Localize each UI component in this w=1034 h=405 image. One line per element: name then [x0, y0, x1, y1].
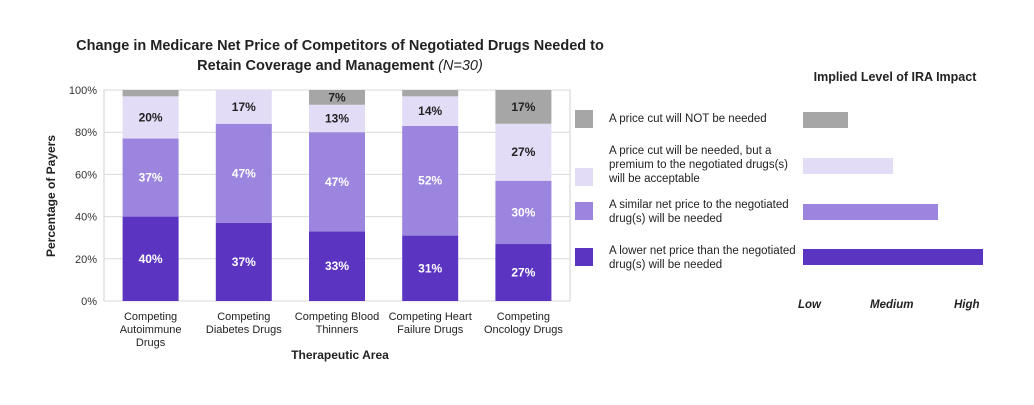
bar-segment: [215, 90, 272, 124]
data-label: 7%: [328, 90, 346, 104]
data-label: 52%: [418, 174, 442, 188]
data-label: 20%: [139, 110, 163, 124]
legend-swatch: [575, 202, 593, 220]
data-label: 33%: [325, 259, 349, 273]
impact-bar: [803, 204, 938, 220]
chart-title-text: Change in Medicare Net Price of Competit…: [76, 38, 604, 74]
impact-title: Implied Level of IRA Impact: [813, 70, 977, 84]
x-axis-label: Therapeutic Area: [291, 348, 389, 362]
y-tick-label: 20%: [75, 254, 97, 266]
data-label: 37%: [232, 255, 256, 269]
y-tick-label: 0%: [81, 296, 97, 308]
bar-segment: [402, 96, 459, 126]
impact-bar: [803, 249, 983, 265]
legend-label: A lower net price than the negotiated dr…: [609, 245, 796, 271]
legend-label: A similar net price to the negotiated dr…: [609, 199, 789, 225]
data-label: 47%: [325, 175, 349, 189]
bar-segment: [309, 231, 365, 301]
bar-segment: [402, 235, 459, 301]
data-label: 37%: [139, 171, 163, 185]
data-label: 27%: [511, 145, 535, 159]
data-label: 40%: [139, 252, 163, 266]
data-label: 14%: [418, 104, 442, 118]
impact-scale-low: Low: [798, 299, 821, 311]
data-label: 30%: [511, 205, 535, 219]
x-axis: Competing Autoimmune Drugs Competing Diabete…: [120, 311, 564, 349]
legend-swatch: [575, 168, 593, 186]
bar-segment: [495, 244, 552, 301]
legend-swatch: [575, 110, 593, 128]
impact-bar: [803, 112, 848, 128]
y-tick-label: 60%: [75, 169, 97, 181]
bar-segment: [215, 123, 272, 223]
bar-segment: [215, 222, 272, 301]
chart-title-note: (N=30): [438, 58, 483, 74]
impact-scale-medium: Medium: [870, 299, 914, 311]
y-axis: 0% 20% 40% 60% 80% 100%: [69, 85, 97, 308]
y-tick-label: 40%: [75, 212, 97, 224]
bar-segment: [309, 104, 365, 133]
data-label: 17%: [511, 100, 535, 114]
bar-segment: [402, 90, 459, 97]
bar-segment: [495, 123, 552, 181]
impact-bar: [803, 158, 893, 174]
x-tick-label: Competing Diabetes Drugs: [206, 311, 282, 336]
bar-segment: [122, 138, 179, 217]
data-label: 17%: [232, 100, 256, 114]
x-tick-label: Competing Autoimmune Drugs: [120, 311, 182, 349]
bar-segment: [309, 90, 365, 105]
bar-segment: [122, 96, 179, 139]
data-label: 13%: [325, 111, 349, 125]
data-label: 27%: [511, 266, 535, 280]
legend-label: A price cut will NOT be needed: [609, 113, 767, 125]
y-axis-label: Percentage of Payers: [44, 135, 58, 257]
y-tick-label: 80%: [75, 127, 97, 139]
legend-label: A price cut will be needed, but a premiu…: [609, 145, 788, 185]
bar-segment: [122, 216, 179, 301]
bar-segment: [122, 90, 179, 97]
legend-swatch: [575, 248, 593, 266]
bar-segment: [402, 125, 459, 236]
x-tick-label: Competing Blood Thinners: [295, 311, 379, 336]
impact-bars-group: [803, 112, 983, 265]
bar-segment: [495, 90, 552, 124]
bars-group: 40% 37% 20% 37% 47% 17% 33% 47% 13% 7% 31% 52% 14% 27…: [122, 90, 552, 301]
bar-segment: [309, 132, 365, 232]
data-label: 47%: [232, 166, 256, 180]
data-label: 31%: [418, 261, 442, 275]
bar-segment: [495, 180, 552, 245]
x-tick-label: Competing Heart Failure Drugs: [389, 311, 472, 336]
impact-scale-high: High: [954, 299, 980, 311]
x-tick-label: Competing Oncology Drugs: [484, 311, 563, 336]
y-tick-label: 100%: [69, 85, 97, 97]
chart-title: Change in Medicare Net Price of Competit…: [60, 36, 620, 76]
